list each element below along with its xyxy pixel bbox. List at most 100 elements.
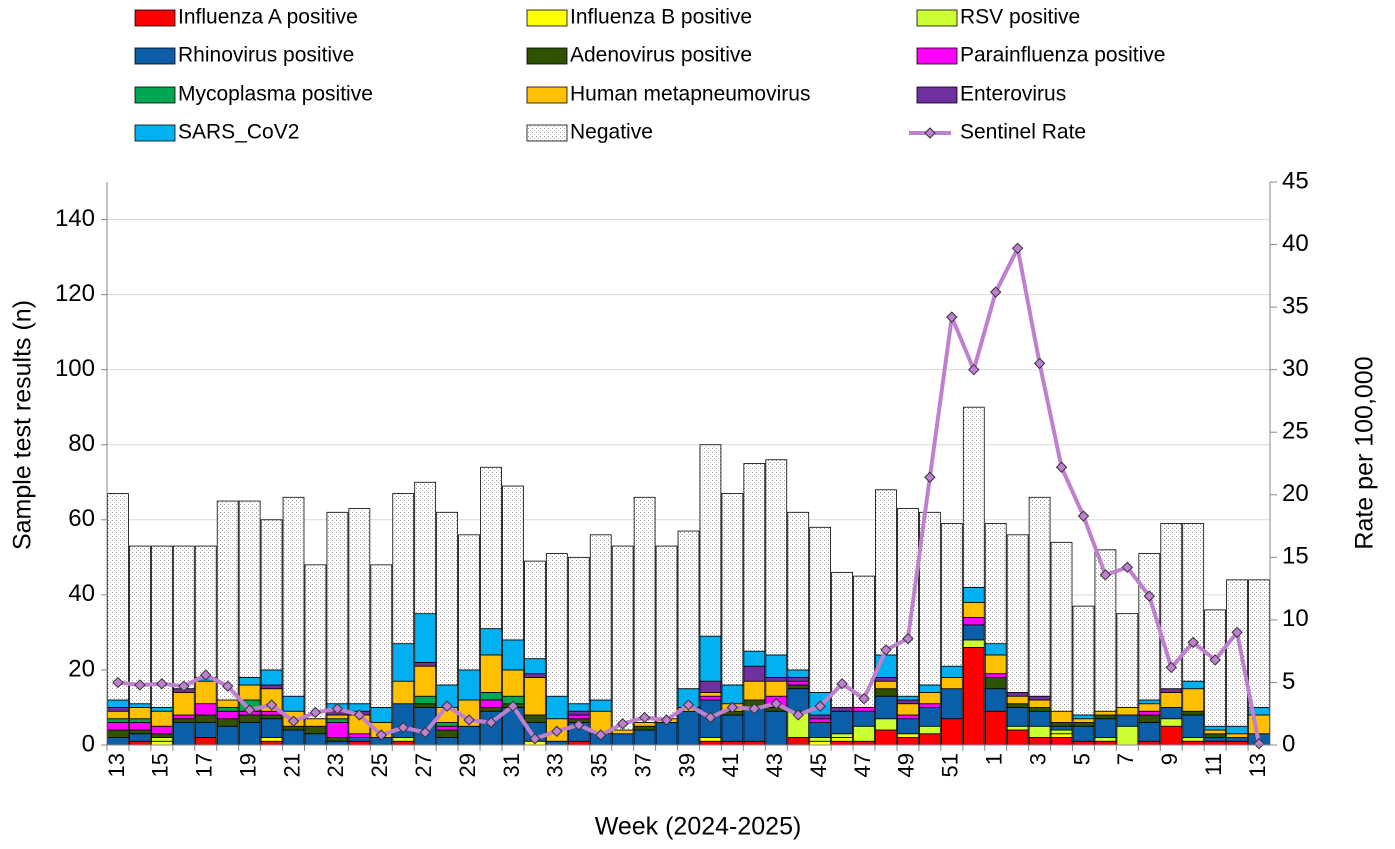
- bar-segment: [304, 564, 327, 720]
- bar-segment: [1182, 737, 1205, 742]
- x-tick-label: 29: [455, 753, 480, 777]
- bar-segment: [150, 545, 173, 708]
- bar-segment: [480, 654, 502, 693]
- rate-marker: [178, 680, 190, 692]
- x-axis-label: Week (2024-2025): [595, 813, 802, 841]
- legend-label: Adenovirus positive: [570, 44, 752, 67]
- bar-segment: [787, 688, 810, 712]
- bar-segment: [1028, 707, 1051, 712]
- bar-segment: [962, 647, 985, 746]
- rate-marker: [353, 709, 366, 721]
- bar-segment: [1182, 688, 1205, 712]
- legend-label: Mycoplasma positive: [178, 83, 373, 106]
- bar-segment: [919, 703, 941, 708]
- bar-segment: [1072, 718, 1095, 723]
- rate-marker: [1143, 590, 1156, 602]
- bar-segment: [567, 740, 590, 746]
- bar-segment: [326, 714, 349, 720]
- bar-segment: [1028, 695, 1051, 701]
- bar-segment: [1226, 579, 1248, 727]
- bar-segment: [348, 508, 371, 705]
- bar-segment: [919, 692, 941, 705]
- bar-segment: [436, 729, 458, 738]
- bar-segment: [1160, 692, 1183, 708]
- bar-segment: [107, 710, 129, 720]
- y-tick-label: 40: [68, 580, 95, 607]
- bar-segment: [545, 553, 568, 697]
- x-tick-label: 17: [192, 753, 217, 777]
- bar-segment: [1204, 737, 1227, 742]
- bar-segment: [107, 722, 129, 731]
- bar-segment: [1182, 710, 1205, 716]
- bar-segment: [107, 699, 129, 708]
- rate-marker: [112, 676, 124, 689]
- y2-tick-label: 15: [1282, 543, 1309, 570]
- bar-segment: [1050, 729, 1073, 735]
- bar-segment: [1182, 680, 1205, 690]
- bar-segment: [1006, 725, 1029, 731]
- bar-segment: [765, 677, 788, 682]
- bar-segment: [677, 710, 700, 746]
- rate-marker: [924, 471, 936, 483]
- bar-segment: [282, 729, 305, 746]
- bar-segment: [1006, 695, 1029, 705]
- rate-marker: [331, 703, 344, 715]
- bar-segment: [699, 635, 722, 682]
- bar-segment: [414, 481, 437, 615]
- bar-segment: [567, 710, 590, 716]
- rate-marker: [682, 699, 695, 711]
- legend-swatch: [134, 86, 176, 104]
- rate-marker: [638, 711, 651, 724]
- bar-segment: [1248, 579, 1270, 708]
- bar-segment: [1050, 733, 1073, 738]
- legend-swatch: [924, 127, 936, 139]
- y2-tick-label: 20: [1282, 480, 1309, 507]
- x-tick-label: 13: [104, 753, 129, 777]
- legend-swatch: [916, 9, 958, 27]
- bar-segment: [699, 444, 722, 637]
- bar-segment: [1094, 718, 1117, 738]
- bar-segment: [1116, 613, 1139, 708]
- bar-segment: [962, 624, 985, 641]
- bar-segment: [1094, 737, 1117, 742]
- bar-segment: [1050, 725, 1073, 731]
- bar-segment: [129, 707, 151, 720]
- bar-segment: [414, 703, 437, 708]
- bar-segment: [1116, 714, 1139, 727]
- bar-segment: [809, 722, 832, 738]
- bar-segment: [633, 725, 656, 731]
- bar-segment: [436, 737, 458, 746]
- bar-segment: [875, 489, 897, 656]
- rate-marker: [1165, 661, 1177, 674]
- bar-segment: [897, 733, 919, 738]
- x-tick-label: 37: [630, 753, 655, 777]
- x-tick-label: 31: [499, 753, 524, 777]
- rate-marker: [1121, 561, 1134, 574]
- bar-segment: [765, 654, 788, 678]
- bar-segment: [831, 707, 853, 712]
- bar-segment: [611, 545, 634, 731]
- bar-segment: [392, 740, 415, 746]
- bar-segment: [458, 669, 480, 701]
- x-tick-label: 7: [1113, 753, 1138, 765]
- bar-segment: [1204, 733, 1227, 738]
- bar-segment: [480, 692, 502, 701]
- bar-segment: [150, 725, 173, 735]
- bar-segment: [1072, 714, 1095, 720]
- y2-tick-label: 5: [1282, 668, 1295, 695]
- y2-tick-label: 35: [1282, 292, 1309, 319]
- x-tick-label: 27: [411, 753, 436, 777]
- bar-segment: [458, 725, 480, 746]
- x-tick-label: 3: [1025, 753, 1050, 765]
- rate-marker: [1011, 242, 1024, 255]
- bar-segment: [743, 665, 766, 682]
- bar-segment: [260, 669, 283, 686]
- bar-segment: [809, 714, 832, 720]
- bar-segment: [787, 677, 810, 682]
- y-tick-label: 0: [82, 730, 95, 757]
- y-axis-label: Sample test results (n): [9, 300, 37, 550]
- bar-segment: [1204, 729, 1227, 735]
- bar-segment: [1072, 722, 1095, 727]
- bar-segment: [1028, 737, 1051, 746]
- bar-segment: [1006, 534, 1029, 693]
